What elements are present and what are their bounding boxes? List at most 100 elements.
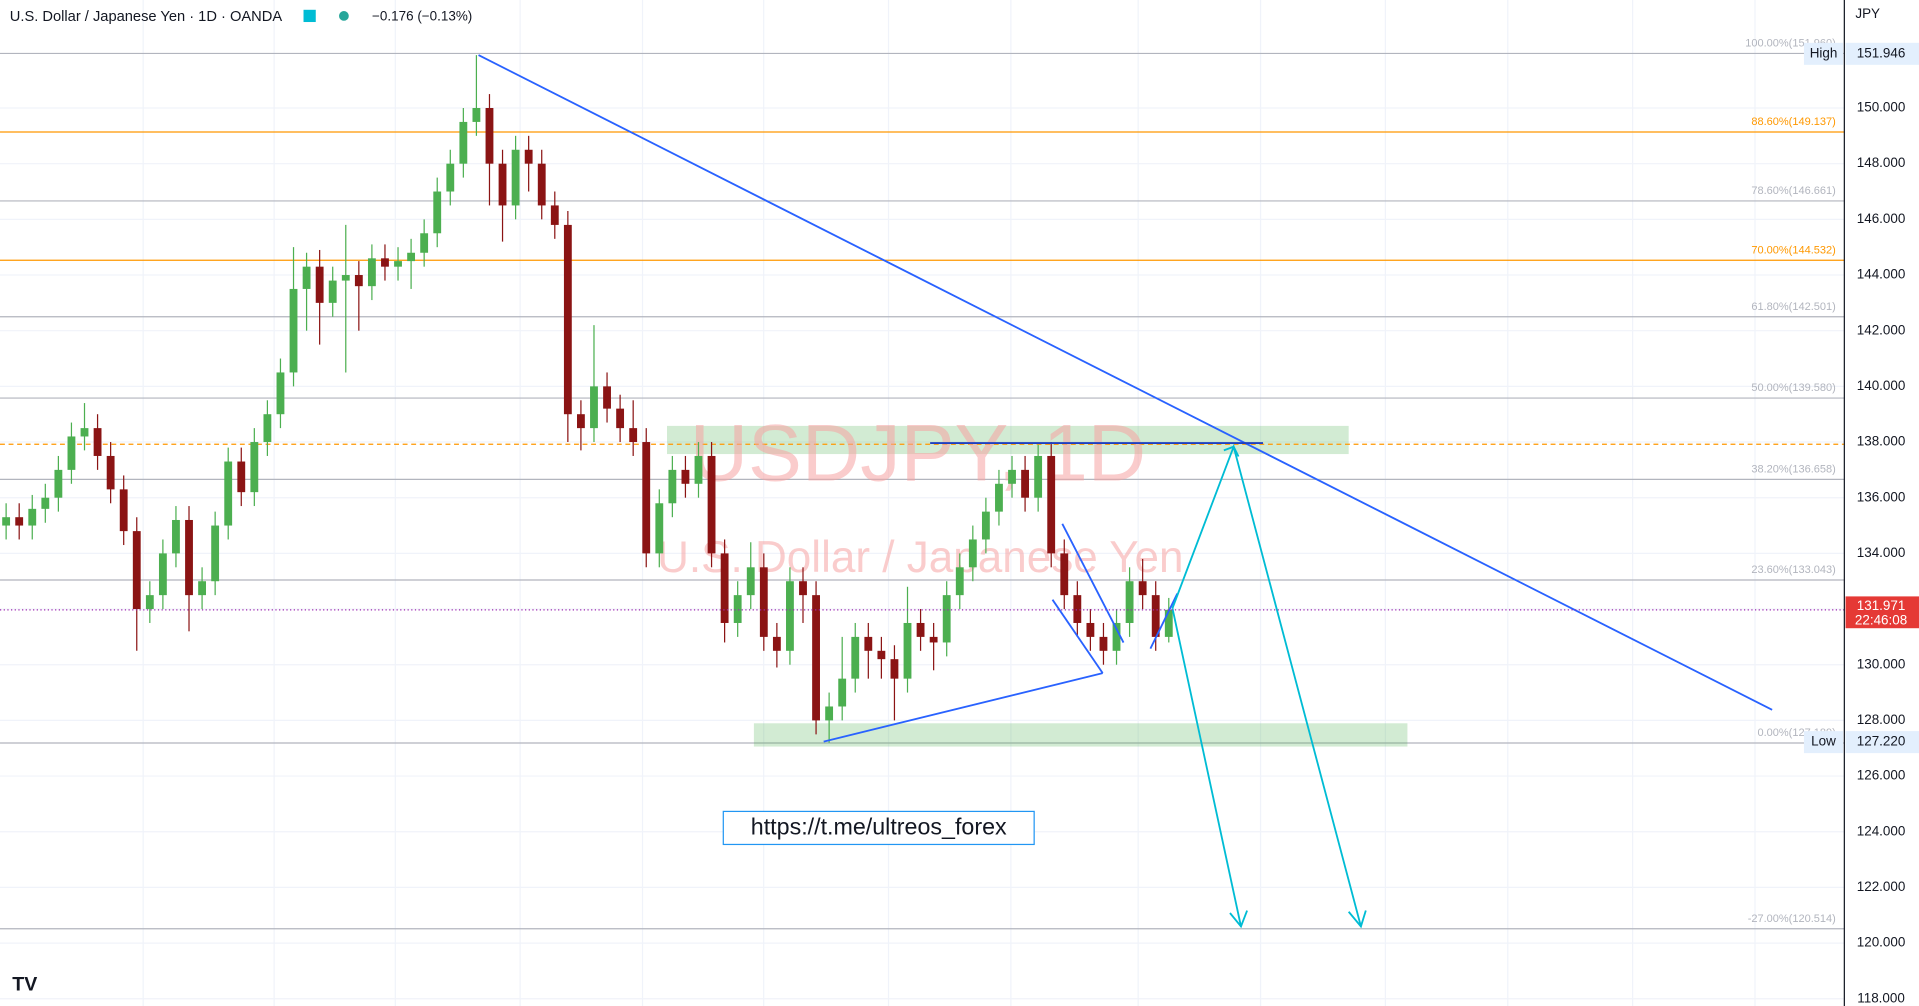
drawings bbox=[478, 54, 1773, 929]
candle-body bbox=[1073, 595, 1082, 623]
candle-body bbox=[1164, 609, 1173, 637]
candle-body bbox=[1099, 636, 1108, 651]
candle-body bbox=[890, 659, 899, 679]
fib-label: 23.60%(133.043) bbox=[1751, 564, 1835, 576]
candle-body bbox=[746, 567, 755, 596]
candle-body bbox=[289, 288, 298, 373]
candle-body bbox=[864, 636, 873, 651]
candle-body bbox=[315, 266, 324, 303]
high-price: 151.946 bbox=[1857, 45, 1906, 60]
candle-body bbox=[446, 163, 455, 192]
candle-body bbox=[198, 581, 206, 596]
high-label-box bbox=[1803, 42, 1844, 65]
candle-body bbox=[341, 275, 350, 281]
fib-label: -27.00%(120.514) bbox=[1748, 913, 1836, 925]
low-price: 127.220 bbox=[1857, 734, 1906, 749]
candle-body bbox=[1008, 469, 1016, 484]
y-tick-label: 122.000 bbox=[1857, 879, 1906, 894]
candle-body bbox=[838, 678, 847, 707]
candle-body bbox=[93, 428, 102, 456]
symbol-title: U.S. Dollar / Japanese Yen · 1D · OANDA bbox=[10, 9, 283, 25]
candle-body bbox=[158, 553, 167, 596]
link-text[interactable]: https://t.me/ultreos_forex bbox=[751, 814, 1007, 840]
currency-label[interactable]: JPY bbox=[1855, 6, 1880, 21]
candle-body bbox=[407, 252, 416, 262]
candle-body bbox=[433, 191, 442, 234]
arrow-head bbox=[1223, 445, 1240, 457]
candle-body bbox=[694, 455, 703, 484]
watermark-description: U.S. Dollar / Japanese Yen bbox=[657, 533, 1183, 582]
link-box bbox=[722, 810, 1035, 846]
candle-body bbox=[67, 436, 76, 470]
low-tag bbox=[1845, 731, 1919, 754]
projection-path bbox=[1171, 608, 1242, 927]
countdown: 22:46:08 bbox=[1855, 612, 1907, 627]
candle-body bbox=[720, 553, 729, 623]
candle-body bbox=[119, 489, 128, 532]
price-axis-labels: 118.000 120.000 122.000 124.000 126.000 128.0… bbox=[1803, 42, 1919, 1005]
candle-body bbox=[524, 149, 533, 164]
arrow-head bbox=[1229, 910, 1248, 929]
candle-body bbox=[472, 108, 481, 122]
candle-body bbox=[1086, 622, 1095, 637]
candle-body bbox=[15, 517, 24, 526]
candle-body bbox=[563, 224, 572, 415]
candle-body bbox=[2, 517, 11, 526]
last-price: 131.971 bbox=[1857, 598, 1906, 613]
candle-body bbox=[825, 706, 834, 721]
y-tick-label: 150.000 bbox=[1857, 100, 1906, 115]
candle-body bbox=[498, 163, 507, 206]
candle-body bbox=[172, 519, 180, 554]
candle-body bbox=[263, 414, 272, 443]
candle-body bbox=[707, 455, 716, 554]
candle-body bbox=[955, 567, 964, 596]
candle-body bbox=[485, 108, 494, 164]
candle-body bbox=[916, 622, 925, 637]
y-tick-label: 134.000 bbox=[1857, 545, 1906, 560]
trend-line bbox=[1061, 523, 1125, 643]
candle-body bbox=[772, 636, 781, 651]
candle-body bbox=[1021, 469, 1029, 498]
candle-body bbox=[577, 414, 585, 429]
low-label-box bbox=[1803, 731, 1844, 754]
y-tick-label: 146.000 bbox=[1857, 211, 1906, 226]
candle-body bbox=[459, 121, 468, 164]
projection-path bbox=[1171, 443, 1362, 927]
candle-body bbox=[1138, 581, 1147, 596]
candle-body bbox=[681, 469, 690, 484]
fib-label: 88.60%(149.137) bbox=[1751, 116, 1835, 128]
candle-body bbox=[995, 483, 1003, 512]
candle-body bbox=[132, 531, 141, 610]
candle-body bbox=[185, 519, 193, 596]
candle-body bbox=[381, 258, 389, 267]
candle-body bbox=[302, 266, 311, 289]
candle-body bbox=[799, 581, 807, 596]
candle-body bbox=[354, 275, 363, 287]
y-tick-label: 128.000 bbox=[1857, 712, 1906, 727]
y-tick-label: 124.000 bbox=[1857, 823, 1906, 838]
y-tick-label: 136.000 bbox=[1857, 489, 1906, 504]
candle-body bbox=[877, 650, 886, 660]
flag-icon[interactable] bbox=[303, 9, 316, 23]
candles bbox=[2, 55, 1173, 743]
y-tick-label: 138.000 bbox=[1857, 434, 1906, 449]
y-tick-label: 118.000 bbox=[1857, 990, 1905, 1005]
y-tick-label: 126.000 bbox=[1857, 768, 1906, 783]
trend-line bbox=[1149, 593, 1179, 650]
fib-label: 78.60%(146.661) bbox=[1751, 185, 1835, 197]
candle-body bbox=[237, 461, 246, 493]
candle-body bbox=[80, 428, 89, 437]
high-label: High bbox=[1810, 45, 1838, 60]
candle-body bbox=[1151, 595, 1160, 637]
candle-body bbox=[511, 149, 520, 206]
trend-line bbox=[1051, 599, 1104, 674]
candle-body bbox=[903, 622, 912, 679]
candle-body bbox=[1047, 455, 1056, 554]
fib-levels: 100.00%(151.960)88.60%(149.137)78.60%(14… bbox=[0, 38, 1845, 930]
candle-body bbox=[968, 539, 977, 568]
trend-line bbox=[478, 54, 1773, 711]
candle-body bbox=[1112, 622, 1121, 651]
candle-body bbox=[942, 595, 951, 643]
vertical-grid bbox=[142, 0, 1756, 1006]
